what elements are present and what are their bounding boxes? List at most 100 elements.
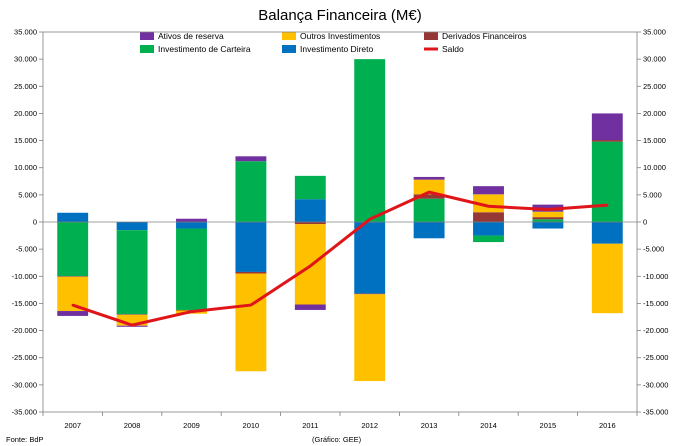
y-tick-label-left: 0 xyxy=(33,218,37,227)
saldo-point-2007 xyxy=(71,303,74,307)
y-tick-label-left: -20.000 xyxy=(12,326,37,335)
saldo-line xyxy=(72,190,608,327)
bar-investimento-de-carteira-2007 xyxy=(57,222,89,277)
y-tick-label-left: -35.000 xyxy=(12,408,37,417)
bar-outros-investimentos-2013 xyxy=(413,179,445,195)
bar-investimento-de-carteira-2008 xyxy=(116,230,148,315)
saldo-point-2009 xyxy=(190,310,193,313)
bar-investimento-de-carteira-2015 xyxy=(532,219,564,222)
legend-label-investimento-direto: Investimento Direto xyxy=(300,44,373,54)
bar-investimento-direto-2014 xyxy=(473,222,504,236)
chart-title: Balança Financeira (M€) xyxy=(258,7,421,24)
x-category-label: 2008 xyxy=(124,421,141,430)
y-tick-label-left: -25.000 xyxy=(12,353,37,362)
x-category-label: 2011 xyxy=(302,421,318,430)
y-tick-label-left: 35.000 xyxy=(14,28,37,37)
y-tick-label-left: -15.000 xyxy=(12,299,37,308)
y-tick-label-right: 25.000 xyxy=(643,82,666,91)
bar-ativos-de-reserva-2013 xyxy=(413,176,445,180)
bar-investimento-de-carteira-2009 xyxy=(176,228,207,310)
bar-investimento-de-carteira-2013 xyxy=(413,198,445,222)
y-tick-label-left: 30.000 xyxy=(14,55,37,64)
y-tick-label-right: -20.000 xyxy=(643,326,668,335)
bar-investimento-direto-2016 xyxy=(591,222,623,244)
bar-outros-investimentos-2012 xyxy=(354,294,386,382)
legend-label-saldo: Saldo xyxy=(442,44,464,54)
bar-outros-investimentos-2015 xyxy=(532,211,564,218)
bar-derivados-financeiros-2014 xyxy=(473,212,504,222)
bar-investimento-direto-2011 xyxy=(294,199,326,222)
y-tick-label-right: -35.000 xyxy=(643,408,668,417)
y-tick-label-left: 25.000 xyxy=(14,82,37,91)
y-tick-label-right: -25.000 xyxy=(643,353,668,362)
x-category-label: 2016 xyxy=(599,421,616,430)
bar-investimento-de-carteira-2011 xyxy=(294,175,326,200)
y-tick-label-right: 10.000 xyxy=(643,163,666,172)
bar-ativos-de-reserva-2007 xyxy=(57,311,89,316)
bar-investimento-direto-2013 xyxy=(413,222,445,239)
bar-investimento-direto-2012 xyxy=(354,222,386,294)
legend-label-ativos-de-reserva: Ativos de reserva xyxy=(158,31,224,41)
bar-investimento-de-carteira-2010 xyxy=(235,161,267,222)
x-category-label: 2012 xyxy=(361,421,378,430)
legend-swatch-outros-investimentos xyxy=(282,32,296,40)
y-tick-label-right: -15.000 xyxy=(643,299,668,308)
legend-swatch-investimento-de-carteira xyxy=(140,45,154,53)
bar-outros-investimentos-2010 xyxy=(235,273,267,372)
legend: Ativos de reserva Outros Investimentos Der… xyxy=(140,31,527,54)
bar-derivados-financeiros-2008 xyxy=(116,314,148,315)
bar-derivados-financeiros-2016 xyxy=(591,140,623,142)
bar-investimento-direto-2015 xyxy=(532,222,564,229)
y-tick-label-right: 20.000 xyxy=(643,109,666,118)
bar-derivados-financeiros-2013 xyxy=(413,194,445,199)
bar-outros-investimentos-2016 xyxy=(591,243,623,314)
bar-derivados-financeiros-2010 xyxy=(235,271,267,274)
y-tick-label-right: 15.000 xyxy=(643,136,666,145)
bar-ativos-de-reserva-2016 xyxy=(591,113,623,141)
bar-investimento-direto-2007 xyxy=(57,212,89,222)
bar-investimento-de-carteira-2012 xyxy=(354,59,386,223)
y-tick-label-left: -5.000 xyxy=(16,245,37,254)
y-tick-label-left: 15.000 xyxy=(14,136,37,145)
bar-ativos-de-reserva-2014 xyxy=(473,186,504,195)
bar-investimento-direto-2010 xyxy=(235,222,267,272)
y-tick-label-left: -30.000 xyxy=(12,380,37,389)
source-note: Fonte: BdP xyxy=(6,435,44,444)
legend-swatch-investimento-direto xyxy=(282,45,296,53)
saldo-point-2015 xyxy=(546,208,550,211)
bar-derivados-financeiros-2011 xyxy=(294,222,326,225)
y-tick-label-right: -30.000 xyxy=(643,380,668,389)
y-tick-label-right: 35.000 xyxy=(643,28,666,37)
saldo-point-2011 xyxy=(309,264,312,268)
y-tick-label-left: 20.000 xyxy=(14,109,37,118)
x-category-label: 2010 xyxy=(243,421,260,430)
bar-derivados-financeiros-2012 xyxy=(354,293,386,295)
legend-label-investimento-de-carteira: Investimento de Carteira xyxy=(158,44,251,54)
x-category-label: 2014 xyxy=(480,421,497,430)
bar-investimento-de-carteira-2016 xyxy=(591,141,623,222)
y-tick-label-left: 10.000 xyxy=(14,163,37,172)
x-category-label: 2007 xyxy=(64,421,81,430)
bar-investimento-de-carteira-2014 xyxy=(473,235,504,243)
x-category-label: 2015 xyxy=(540,421,557,430)
saldo-point-2016 xyxy=(606,203,609,207)
graphic-credit: (Gráfico: GEE) xyxy=(312,435,362,444)
legend-swatch-ativos-de-reserva xyxy=(140,32,154,40)
bar-ativos-de-reserva-2009 xyxy=(176,218,207,222)
y-tick-label-right: 5.000 xyxy=(643,190,662,199)
saldo-point-2008 xyxy=(130,323,134,327)
x-category-label: 2009 xyxy=(183,421,200,430)
bar-outros-investimentos-2008 xyxy=(116,314,148,326)
bar-ativos-de-reserva-2011 xyxy=(294,304,326,310)
bar-ativos-de-reserva-2010 xyxy=(235,156,267,162)
y-tick-label-right: -10.000 xyxy=(643,272,668,281)
bar-investimento-direto-2008 xyxy=(116,222,148,231)
bar-derivados-financeiros-2007 xyxy=(57,276,89,277)
legend-label-outros-investimentos: Outros Investimentos xyxy=(300,31,380,41)
y-tick-label-left: -10.000 xyxy=(12,272,37,281)
bar-derivados-financeiros-2015 xyxy=(532,217,564,220)
legend-label-derivados-financeiros: Derivados Financeiros xyxy=(442,31,527,41)
x-category-label: 2013 xyxy=(421,421,438,430)
saldo-point-2013 xyxy=(427,190,431,194)
y-tick-label-left: 5.000 xyxy=(18,190,37,199)
